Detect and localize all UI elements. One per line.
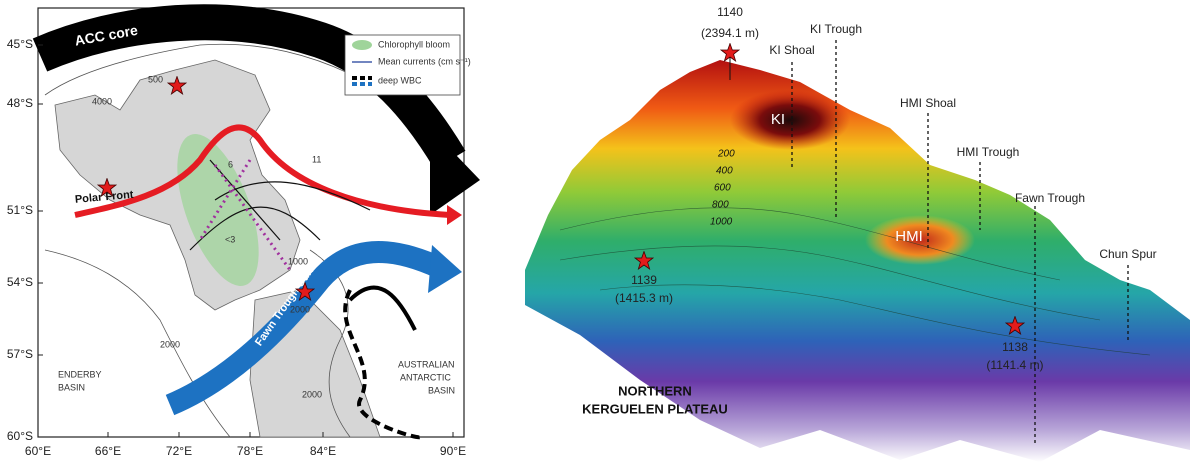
lon-label: 66°E [95,444,121,458]
current-label: 11 [312,154,321,164]
ki-summit [730,90,850,150]
lat-label: 60°S [7,429,33,443]
relief-title: KERGUELEN PLATEAU [582,401,728,416]
site-depth: (1415.3 m) [615,291,673,305]
basin-label: ANTARCTIC [400,372,451,382]
feature-label: HMI Shoal [900,96,956,110]
legend-label: Mean currents (cm s⁻¹) [378,56,471,66]
lat-label: 45°S [7,37,33,51]
contour-label: 1000 [288,256,308,266]
relief-title: NORTHERN [618,383,692,398]
lon-label: 78°E [237,444,263,458]
lat-label: 57°S [7,347,33,361]
legend-swatch [352,40,372,50]
figure: Chlorophyll bloom Mean currents (cm s⁻¹)… [0,0,1192,470]
lon-label: 60°E [25,444,51,458]
legend-label: Chlorophyll bloom [378,39,450,49]
feature-label: KI Trough [810,22,862,36]
site-depth: (1141.4 m) [986,358,1043,372]
basin-label: ENDERBY [58,369,102,379]
peak-label: KI [771,111,785,128]
depth-label: 600 [714,183,731,194]
site-id: 1138 [1002,340,1028,354]
current-label: 6 [228,159,233,169]
lon-label: 90°E [440,444,466,458]
peak-label: HMI [895,228,923,245]
lat-label: 48°S [7,96,33,110]
depth-label: 800 [712,200,729,211]
basin-label: AUSTRALIAN [398,359,455,369]
legend-label: deep WBC [378,75,422,85]
feature-label: KI Shoal [769,43,814,57]
lon-label: 84°E [310,444,336,458]
feature-label: Fawn Trough [1015,191,1085,205]
lat-label: 51°S [7,203,33,217]
contour-label: 4000 [92,96,112,106]
depth-label: 200 [717,149,735,160]
depth-label: 400 [716,166,733,177]
contour-label: 500 [148,74,163,84]
lat-label: 54°S [7,275,33,289]
basin-label: BASIN [58,382,85,392]
contour-label: 2000 [302,389,322,399]
feature-label: Chun Spur [1099,247,1156,261]
relief-panel: 1140 (2394.1 m) 1139 (1415.3 m) 1138 (11… [525,5,1190,462]
current-label: <3 [225,234,235,244]
site-depth: (2394.1 m) [701,26,759,40]
contour-label: 2000 [160,339,180,349]
site-id: 1139 [631,273,657,287]
contour-label: 2000 [290,304,310,314]
site-id: 1140 [717,5,743,19]
basin-label: BASIN [428,385,455,395]
lon-label: 72°E [166,444,192,458]
depth-label: 1000 [710,217,733,228]
map-panel: Chlorophyll bloom Mean currents (cm s⁻¹)… [7,8,480,458]
feature-label: HMI Trough [957,145,1020,159]
